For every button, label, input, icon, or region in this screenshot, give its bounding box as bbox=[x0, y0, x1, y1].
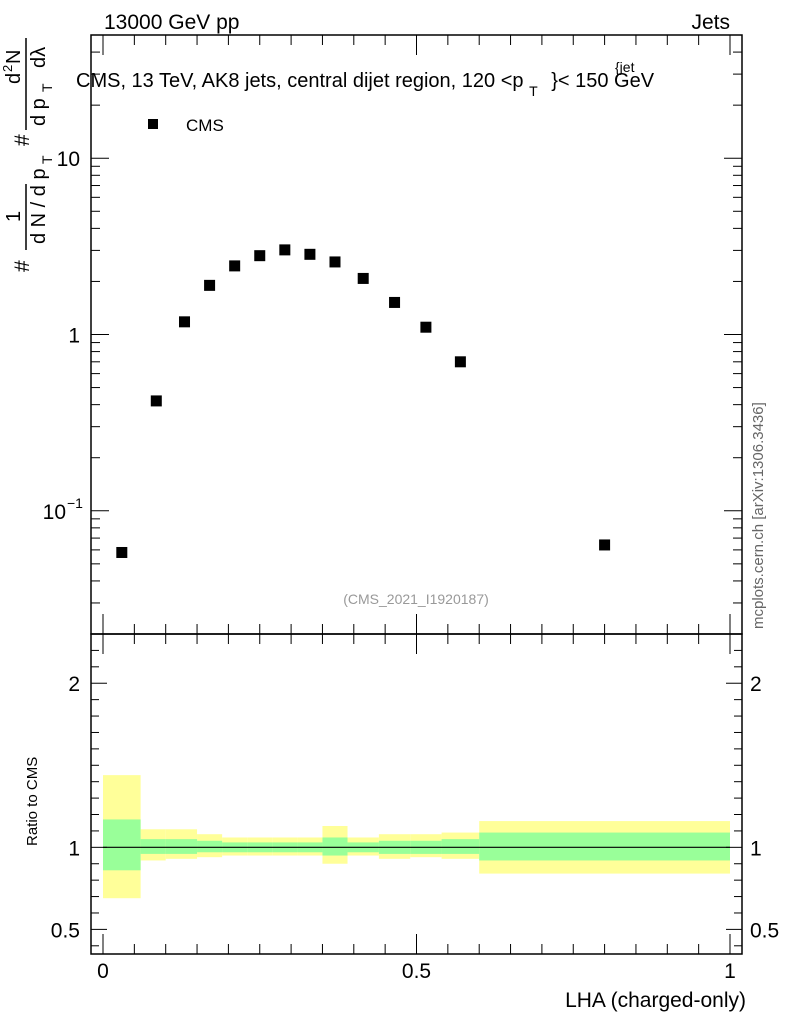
side-label: mcplots.cern.ch [arXiv:1306.3436] bbox=[750, 402, 767, 629]
ylabel-dpt: d p bbox=[28, 98, 50, 126]
data-point-4 bbox=[229, 260, 241, 272]
ratio-axis-ticks: 0.5 0.5 1 1 2 2 bbox=[51, 649, 779, 947]
ratio-ytick-label-left-0.5: 0.5 bbox=[51, 919, 80, 942]
ratio-band-green-13 bbox=[479, 832, 730, 861]
data-points bbox=[116, 244, 611, 558]
main-ytick-label-1: 1 bbox=[68, 325, 80, 348]
chart-title-sup: {jet bbox=[615, 59, 635, 75]
ratio-band-green-0 bbox=[103, 819, 141, 871]
xtick-label-1: 1 bbox=[724, 960, 736, 983]
x-axis-label: LHA (charged-only) bbox=[565, 989, 746, 1012]
ylabel-one: 1 bbox=[3, 211, 25, 222]
data-point-2 bbox=[179, 316, 191, 328]
chart-title-end: }< 150 GeV bbox=[551, 70, 655, 92]
legend-label: CMS bbox=[186, 116, 224, 135]
ylabel-t-sub: T bbox=[39, 155, 55, 164]
ratio-band-green-1 bbox=[140, 839, 166, 854]
ratio-band-green-3 bbox=[197, 840, 223, 853]
ratio-band-green-8 bbox=[322, 837, 348, 856]
data-point-1 bbox=[150, 395, 162, 407]
ratio-ytick-label-left-1: 1 bbox=[68, 837, 80, 860]
chart-title-sub: T bbox=[529, 83, 538, 99]
ylabel-dlambda: dλ bbox=[28, 47, 50, 68]
data-point-9 bbox=[357, 272, 369, 284]
data-point-5 bbox=[254, 250, 266, 262]
ylabel-hash-2: # bbox=[11, 134, 34, 146]
data-point-8 bbox=[329, 256, 341, 268]
ratio-ytick-label-left-2: 2 bbox=[68, 673, 80, 696]
ratio-band-green-12 bbox=[441, 839, 480, 854]
ratio-band-green-2 bbox=[165, 839, 198, 854]
main-y-axis-label: # 1 d N / d p T # d 2 N d p T dλ bbox=[0, 38, 55, 272]
ylabel-d2n-n: N bbox=[3, 50, 25, 64]
header-right-label: Jets bbox=[691, 11, 730, 34]
header-left-label: 13000 GeV pp bbox=[104, 11, 239, 34]
data-point-13 bbox=[599, 539, 611, 551]
xtick-label-0: 0 bbox=[97, 960, 109, 983]
data-point-6 bbox=[279, 244, 291, 256]
ylabel-dn-dpt: d N / d p bbox=[28, 168, 50, 244]
chart-title-main: CMS, 13 TeV, AK8 jets, central dijet reg… bbox=[76, 70, 524, 92]
data-point-10 bbox=[389, 296, 401, 308]
data-point-3 bbox=[204, 279, 216, 291]
data-point-11 bbox=[420, 321, 432, 333]
data-point-12 bbox=[454, 356, 466, 368]
ylabel-d2n-two: 2 bbox=[0, 65, 15, 72]
ratio-plot-frame bbox=[90, 633, 743, 955]
data-point-7 bbox=[304, 248, 316, 260]
analysis-id: (CMS_2021_I1920187) bbox=[343, 591, 489, 607]
ratio-ytick-label-right-1: 1 bbox=[750, 837, 762, 860]
ylabel-t-sub-2: T bbox=[39, 83, 55, 92]
ylabel-d2n-d: d bbox=[3, 73, 25, 84]
legend-marker bbox=[148, 119, 158, 129]
ylabel-hash-1: # bbox=[11, 260, 34, 272]
ratio-bands bbox=[103, 775, 730, 899]
main-ytick-label-base: 10 bbox=[43, 501, 66, 524]
ratio-y-axis-label: Ratio to CMS bbox=[24, 757, 41, 846]
ratio-ytick-label-right-2: 2 bbox=[750, 673, 762, 696]
main-ytick-label-10: 10 bbox=[57, 148, 80, 171]
ratio-ytick-label-right-0.5: 0.5 bbox=[750, 919, 779, 942]
main-ytick-label-exp: −1 bbox=[67, 495, 83, 511]
chart-title: CMS, 13 TeV, AK8 jets, central dijet reg… bbox=[76, 70, 655, 101]
xtick-label-0.5: 0.5 bbox=[402, 960, 431, 983]
data-point-0 bbox=[116, 546, 128, 558]
